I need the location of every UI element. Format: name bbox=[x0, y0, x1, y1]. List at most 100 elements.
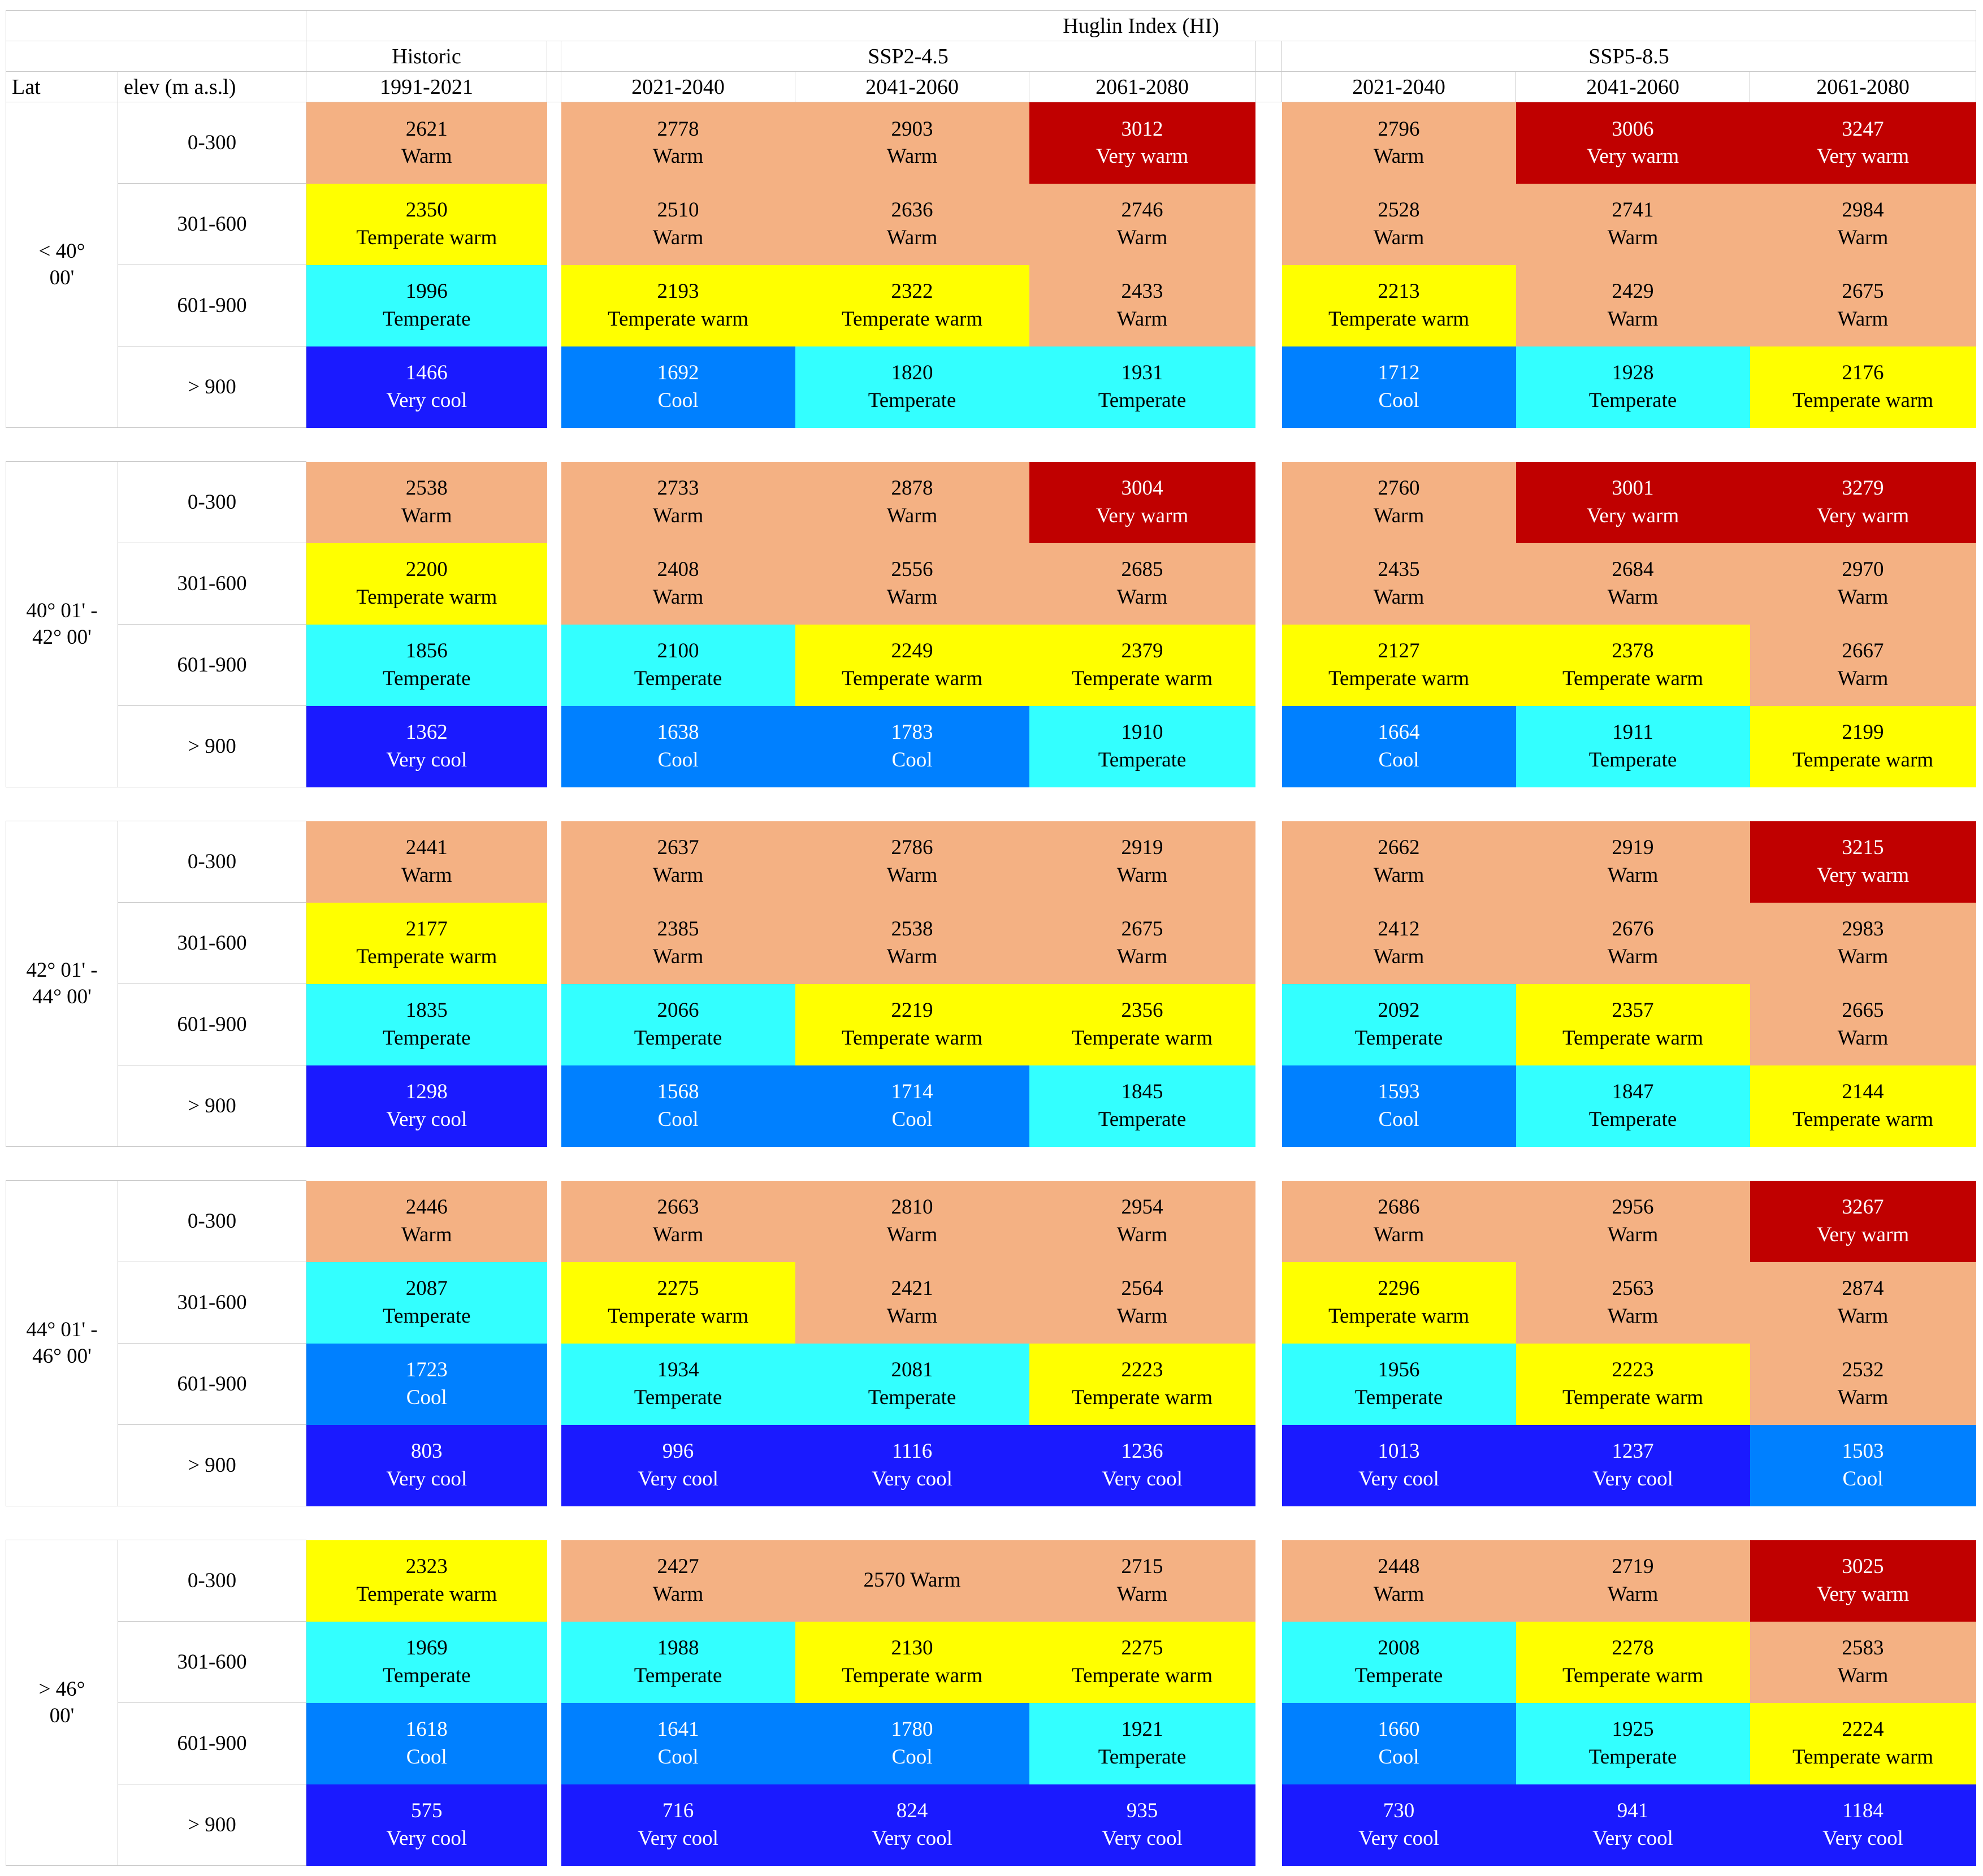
lat-header: Lat bbox=[6, 71, 118, 102]
column-gap bbox=[547, 1065, 561, 1147]
huglin-index-table: Huglin Index (HI) Historic SSP2-4.5 SSP5… bbox=[6, 10, 1977, 1866]
hi-cell: 3267 Very warm bbox=[1750, 1180, 1976, 1262]
hi-class-label: Very warm bbox=[1816, 863, 1910, 887]
data-row: 301-600 2350 Temperate warm 2510 Warm 2636 War… bbox=[6, 183, 1976, 265]
elevation-label: > 900 bbox=[118, 1065, 306, 1147]
hi-value: 1969 bbox=[405, 1636, 448, 1660]
hi-cell: 2379 Temperate warm bbox=[1029, 624, 1255, 706]
column-gap bbox=[547, 624, 561, 706]
lat-range-label: 44° 01' - 46° 00' bbox=[6, 1180, 118, 1506]
hi-cell: 1712 Cool bbox=[1281, 346, 1516, 428]
hi-value: 2224 bbox=[1842, 1718, 1884, 1741]
hi-class-label: Temperate warm bbox=[1071, 666, 1213, 690]
hi-value: 2176 bbox=[1842, 361, 1884, 385]
hi-value: 1820 bbox=[891, 361, 933, 385]
hi-value: 2760 bbox=[1378, 476, 1420, 500]
hi-cell: 2685 Warm bbox=[1029, 543, 1255, 625]
group-spacer-cell bbox=[6, 787, 1976, 821]
hi-cell: 2983 Warm bbox=[1750, 902, 1976, 984]
hi-value: 2810 bbox=[891, 1195, 933, 1219]
hi-value: 1921 bbox=[1121, 1718, 1163, 1741]
hi-cell: 1847 Temperate bbox=[1516, 1065, 1750, 1147]
column-gap bbox=[547, 41, 561, 72]
elevation-label: 601-900 bbox=[118, 1343, 306, 1425]
lat-range-label: 42° 01' - 44° 00' bbox=[6, 821, 118, 1147]
hi-class-label: Very warm bbox=[1816, 1223, 1910, 1246]
hi-cell: 803 Very cool bbox=[306, 1424, 547, 1506]
hi-class-label: Very cool bbox=[386, 1826, 467, 1850]
hi-value: 1988 bbox=[657, 1636, 699, 1660]
hi-cell: 2686 Warm bbox=[1281, 1180, 1516, 1262]
scenario-ssp2-header: SSP2-4.5 bbox=[561, 41, 1255, 72]
hi-class-label: Temperate bbox=[1354, 1026, 1443, 1050]
hi-cell: 2066 Temperate bbox=[561, 984, 795, 1065]
hi-value: 2662 bbox=[1378, 836, 1420, 860]
hi-cell: 1835 Temperate bbox=[306, 984, 547, 1065]
hi-value: 1692 bbox=[657, 361, 699, 385]
hi-class-label: Cool bbox=[891, 748, 933, 772]
hi-class-label: Temperate warm bbox=[841, 307, 983, 331]
hi-value: 1996 bbox=[405, 280, 448, 304]
column-gap bbox=[1255, 265, 1282, 346]
hi-cell: 2538 Warm bbox=[795, 902, 1029, 984]
hi-cell: 2810 Warm bbox=[795, 1180, 1029, 1262]
hi-cell: 1568 Cool bbox=[561, 1065, 795, 1147]
column-gap bbox=[1255, 1540, 1282, 1622]
hi-cell: 3215 Very warm bbox=[1750, 821, 1976, 903]
hi-class-label: Warm bbox=[1837, 666, 1889, 690]
hi-cell: 2357 Temperate warm bbox=[1516, 984, 1750, 1065]
hi-value: 2676 bbox=[1612, 917, 1654, 941]
hi-class-label: Cool bbox=[1378, 748, 1419, 772]
hi-value: 1503 bbox=[1842, 1440, 1884, 1463]
hi-value: 1910 bbox=[1121, 721, 1163, 744]
hi-cell: 2435 Warm bbox=[1281, 543, 1516, 625]
hi-value: 1928 bbox=[1612, 361, 1654, 385]
hi-class-label: Warm bbox=[1837, 1304, 1889, 1328]
hi-cell: 941 Very cool bbox=[1516, 1784, 1750, 1866]
data-row: 301-600 2177 Temperate warm 2385 Warm 2538 War… bbox=[6, 902, 1976, 984]
hi-cell: 2564 Warm bbox=[1029, 1262, 1255, 1344]
hi-cell: 2385 Warm bbox=[561, 902, 795, 984]
hi-value: 2278 bbox=[1612, 1636, 1654, 1660]
hi-value: 2970 bbox=[1842, 558, 1884, 582]
hi-cell: 2563 Warm bbox=[1516, 1262, 1750, 1344]
hi-cell: 935 Very cool bbox=[1029, 1784, 1255, 1866]
elevation-label: > 900 bbox=[118, 705, 306, 787]
hi-value: 2356 bbox=[1121, 999, 1163, 1023]
hi-cell: 2433 Warm bbox=[1029, 265, 1255, 346]
hi-value: 1783 bbox=[891, 721, 933, 744]
hi-class-label: Temperate warm bbox=[356, 945, 497, 968]
scenario-historic-header: Historic bbox=[306, 41, 547, 72]
elevation-label: 301-600 bbox=[118, 902, 306, 984]
hi-cell: 2746 Warm bbox=[1029, 183, 1255, 265]
hi-class-label: Very cool bbox=[872, 1826, 952, 1850]
hi-cell: 2733 Warm bbox=[561, 461, 795, 543]
column-gap bbox=[1255, 1065, 1282, 1147]
hi-cell: 1466 Very cool bbox=[306, 346, 547, 428]
hi-class-label: Temperate warm bbox=[1071, 1026, 1213, 1050]
hi-class-label: Temperate bbox=[634, 1663, 722, 1687]
hi-value: 1298 bbox=[405, 1080, 448, 1104]
elevation-label: 301-600 bbox=[118, 543, 306, 625]
data-row: < 40° 00' 0-300 2621 Warm 2778 Warm 2903 Warm 30… bbox=[6, 102, 1976, 428]
column-gap bbox=[547, 984, 561, 1065]
hi-cell: 2663 Warm bbox=[561, 1180, 795, 1262]
hi-class-label: Very cool bbox=[1102, 1826, 1183, 1850]
hi-class-label: Very cool bbox=[1358, 1826, 1439, 1850]
column-gap bbox=[547, 183, 561, 265]
elev-header: elev (m a.s.l) bbox=[118, 71, 306, 102]
table-body: < 40° 00' 0-300 2621 Warm 2778 Warm 2903 Warm 30… bbox=[6, 102, 1976, 1866]
elevation-label: 601-900 bbox=[118, 624, 306, 706]
hi-cell: 1910 Temperate bbox=[1029, 705, 1255, 787]
hi-class-label: Very cool bbox=[872, 1467, 952, 1491]
hi-cell: 1638 Cool bbox=[561, 705, 795, 787]
hi-value: 3004 bbox=[1121, 476, 1163, 500]
hi-value: 935 bbox=[1126, 1799, 1158, 1823]
hi-value: 2583 bbox=[1842, 1636, 1884, 1660]
hi-value: 2786 bbox=[891, 836, 933, 860]
hi-cell: 716 Very cool bbox=[561, 1784, 795, 1866]
hi-class-label: Very warm bbox=[1096, 504, 1189, 527]
data-row: 601-900 1723 Cool 1934 Temperate 2081 Temperat… bbox=[6, 1343, 1976, 1425]
hi-class-label: Warm bbox=[886, 1304, 938, 1328]
hi-class-label: Warm bbox=[1116, 945, 1168, 968]
